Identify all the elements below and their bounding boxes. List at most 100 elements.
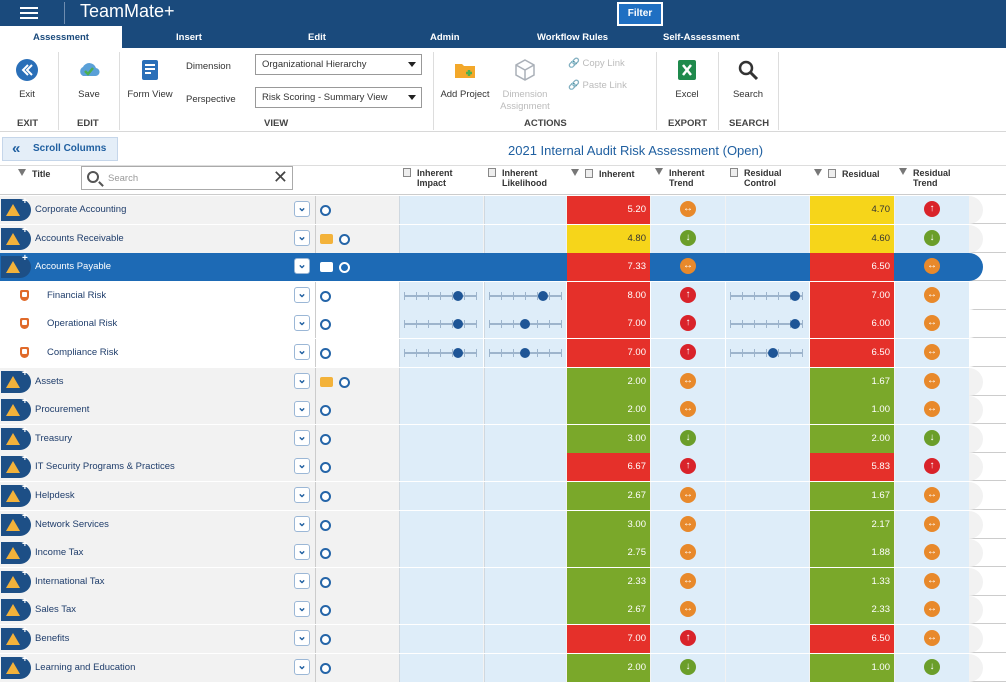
add-project-button[interactable]: Add Project [439, 58, 491, 100]
exit-button[interactable]: Exit [12, 58, 42, 100]
scroll-columns-button[interactable]: « Scroll Columns [2, 137, 118, 161]
residual-control-cell[interactable] [726, 339, 809, 367]
residual-control-cell[interactable] [726, 482, 809, 510]
expand-chevron-icon[interactable]: ⌄ [294, 516, 310, 532]
history-icon[interactable] [320, 348, 331, 359]
entity-expand-icon[interactable] [1, 368, 31, 393]
inherent-impact-cell[interactable] [399, 282, 483, 310]
header-inherent-impact[interactable]: Inherent Impact [403, 168, 457, 188]
slider-knob[interactable] [768, 348, 778, 358]
inherent-likelihood-cell[interactable] [484, 425, 566, 453]
save-button[interactable]: Save [74, 58, 104, 100]
header-residual[interactable]: Residual [814, 169, 880, 179]
dimension-dropdown[interactable]: Organizational Hierarchy [255, 54, 422, 75]
search-button[interactable]: Search [731, 58, 765, 100]
entity-expand-icon[interactable] [1, 511, 31, 536]
table-row[interactable]: IT Security Programs & Practices ⌄ 6.67 ↑ 5.… [0, 453, 1006, 481]
table-row[interactable]: Benefits ⌄ 7.00 ↑ 6.50 ↔ [0, 625, 1006, 653]
entity-expand-icon[interactable] [1, 482, 31, 507]
inherent-likelihood-cell[interactable] [484, 625, 566, 653]
expand-chevron-icon[interactable]: ⌄ [294, 659, 310, 675]
risk-row[interactable]: Operational Risk ⌄ 7.00 ↑ 6.00 ↔ [0, 310, 1006, 338]
residual-control-cell[interactable] [726, 539, 809, 567]
expand-chevron-icon[interactable]: ⌄ [294, 458, 310, 474]
inherent-likelihood-cell[interactable] [484, 196, 566, 224]
residual-control-cell[interactable] [726, 196, 809, 224]
expand-chevron-icon[interactable]: ⌄ [294, 201, 310, 217]
residual-control-cell[interactable] [726, 425, 809, 453]
inherent-impact-cell[interactable] [399, 425, 483, 453]
slider-knob[interactable] [453, 291, 463, 301]
entity-expand-icon[interactable] [1, 425, 31, 450]
residual-control-cell[interactable] [726, 253, 809, 281]
inherent-likelihood-slider[interactable] [489, 348, 562, 358]
history-icon[interactable] [339, 234, 350, 245]
inherent-likelihood-cell[interactable] [484, 253, 566, 281]
inherent-impact-cell[interactable] [399, 310, 483, 338]
inherent-impact-cell[interactable] [399, 396, 483, 424]
share-icon[interactable] [320, 234, 333, 244]
history-icon[interactable] [320, 548, 331, 559]
tab-assessment[interactable]: Assessment [0, 26, 122, 48]
expand-chevron-icon[interactable]: ⌄ [294, 344, 310, 360]
history-icon[interactable] [320, 634, 331, 645]
inherent-likelihood-cell[interactable] [484, 568, 566, 596]
history-icon[interactable] [320, 520, 331, 531]
inherent-impact-cell[interactable] [399, 625, 483, 653]
entity-expand-icon[interactable] [1, 625, 31, 650]
inherent-impact-cell[interactable] [399, 453, 483, 481]
tab-edit[interactable]: Edit [308, 32, 326, 43]
inherent-impact-slider[interactable] [404, 348, 477, 358]
inherent-likelihood-cell[interactable] [484, 539, 566, 567]
residual-control-cell[interactable] [726, 282, 809, 310]
history-icon[interactable] [320, 205, 331, 216]
residual-control-cell[interactable] [726, 568, 809, 596]
tab-insert[interactable]: Insert [176, 32, 202, 43]
table-row[interactable]: Sales Tax ⌄ 2.67 ↔ 2.33 ↔ [0, 596, 1006, 624]
residual-control-slider[interactable] [730, 291, 803, 301]
slider-knob[interactable] [790, 291, 800, 301]
history-icon[interactable] [320, 405, 331, 416]
history-icon[interactable] [339, 377, 350, 388]
residual-control-cell[interactable] [726, 596, 809, 624]
inherent-impact-cell[interactable] [399, 339, 483, 367]
table-row[interactable]: Network Services ⌄ 3.00 ↔ 2.17 ↔ [0, 511, 1006, 539]
hamburger-menu-icon[interactable] [20, 4, 38, 20]
perspective-dropdown[interactable]: Risk Scoring - Summary View [255, 87, 422, 108]
expand-chevron-icon[interactable]: ⌄ [294, 401, 310, 417]
header-residual-trend[interactable]: Residual Trend [899, 168, 957, 188]
residual-control-cell[interactable] [726, 511, 809, 539]
tab-workflow-rules[interactable]: Workflow Rules [537, 32, 609, 43]
paste-link-button[interactable]: 🔗 Paste Link [568, 80, 627, 91]
inherent-likelihood-cell[interactable] [484, 482, 566, 510]
slider-knob[interactable] [520, 348, 530, 358]
history-icon[interactable] [320, 605, 331, 616]
inherent-impact-slider[interactable] [404, 319, 477, 329]
expand-chevron-icon[interactable]: ⌄ [294, 430, 310, 446]
table-row[interactable]: Treasury ⌄ 3.00 ↓ 2.00 ↓ [0, 425, 1006, 453]
table-row[interactable]: Helpdesk ⌄ 2.67 ↔ 1.67 ↔ [0, 482, 1006, 510]
inherent-likelihood-cell[interactable] [484, 225, 566, 253]
inherent-impact-cell[interactable] [399, 196, 483, 224]
residual-control-slider[interactable] [730, 348, 803, 358]
header-residual-control[interactable]: Residual Control [730, 168, 788, 188]
expand-chevron-icon[interactable]: ⌄ [294, 544, 310, 560]
history-icon[interactable] [320, 319, 331, 330]
inherent-impact-cell[interactable] [399, 368, 483, 396]
table-row[interactable]: Accounts Payable ⌄ 7.33 ↔ 6.50 ↔ [0, 253, 1006, 281]
expand-chevron-icon[interactable]: ⌄ [294, 315, 310, 331]
dimension-assignment-button[interactable]: Dimension Assignment [497, 58, 553, 113]
header-inherent[interactable]: Inherent [571, 169, 635, 179]
inherent-likelihood-cell[interactable] [484, 453, 566, 481]
slider-knob[interactable] [453, 348, 463, 358]
residual-control-cell[interactable] [726, 310, 809, 338]
header-inherent-trend[interactable]: Inherent Trend [655, 168, 709, 188]
inherent-impact-cell[interactable] [399, 539, 483, 567]
filter-button[interactable]: Filter [617, 2, 663, 26]
history-icon[interactable] [320, 291, 331, 302]
tab-self-assessment[interactable]: Self-Assessment [663, 32, 740, 43]
table-row[interactable]: Learning and Education ⌄ 2.00 ↓ 1.00 ↓ [0, 654, 1006, 682]
table-row[interactable]: Assets ⌄ 2.00 ↔ 1.67 ↔ [0, 368, 1006, 396]
inherent-impact-cell[interactable] [399, 253, 483, 281]
risk-row[interactable]: Compliance Risk ⌄ 7.00 ↑ 6.50 ↔ [0, 339, 1006, 367]
